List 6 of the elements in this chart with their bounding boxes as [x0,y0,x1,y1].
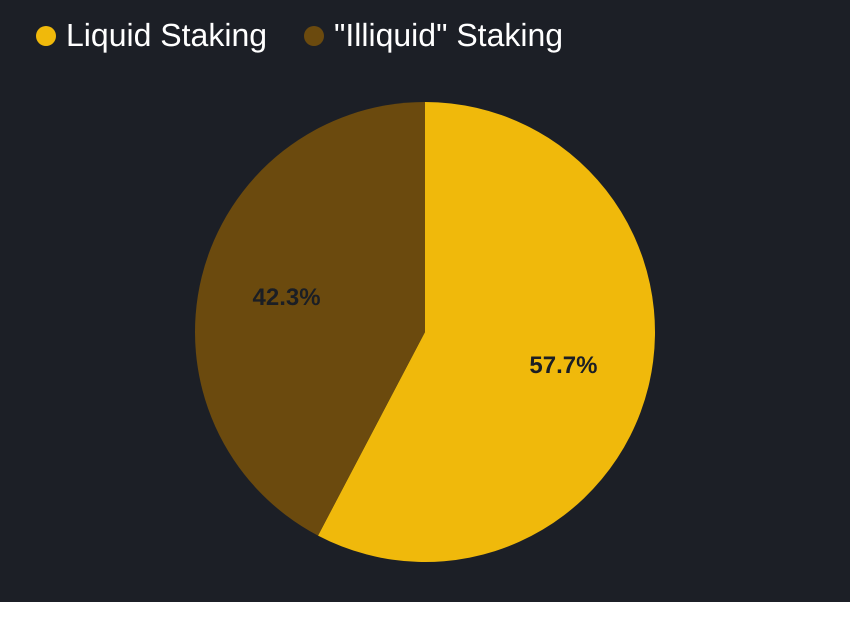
data-label: 57.7% [529,352,598,380]
legend-label: Liquid Staking [66,17,268,53]
legend-label: "Illiquid" Staking [334,17,564,53]
data-label: 42.3% [252,284,321,311]
pie-slice [318,102,655,562]
pie-slice [195,102,425,536]
